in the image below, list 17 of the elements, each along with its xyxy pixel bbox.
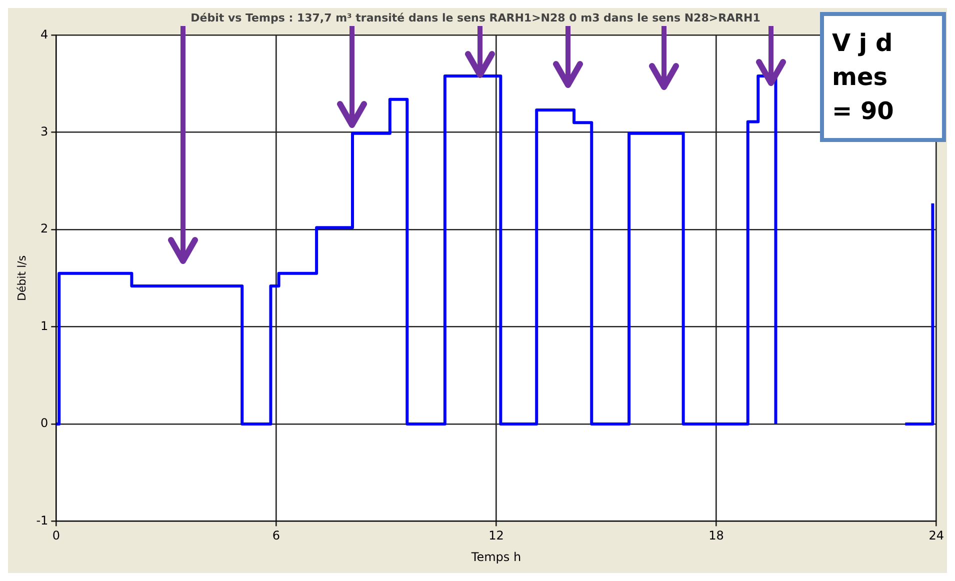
annotation: V j d [832, 28, 894, 59]
x-tick-label: 12 [488, 528, 504, 543]
chart-title: Débit vs Temps : 137,7 m³ transité dans le sens RARH1>N28 0 m3 dans le sens N28>RARH1 [190, 11, 760, 24]
y-axis-title: Débit l/s [15, 255, 28, 301]
annotation: mes [832, 62, 889, 93]
x-tick-label: 6 [272, 528, 280, 543]
y-tick-label: 4 [40, 27, 48, 42]
y-tick-label: -1 [36, 513, 48, 528]
x-tick-label: 18 [708, 528, 724, 543]
y-tick-label: 0 [40, 416, 48, 430]
x-tick-label: 0 [52, 528, 60, 543]
y-tick-label: 2 [40, 222, 48, 236]
x-tick-label: 24 [928, 528, 944, 543]
x-axis-title: Temps h [470, 550, 522, 564]
y-tick-label: 3 [40, 124, 48, 139]
annotation: = 90 [832, 96, 895, 127]
y-tick-label: 1 [40, 318, 48, 333]
